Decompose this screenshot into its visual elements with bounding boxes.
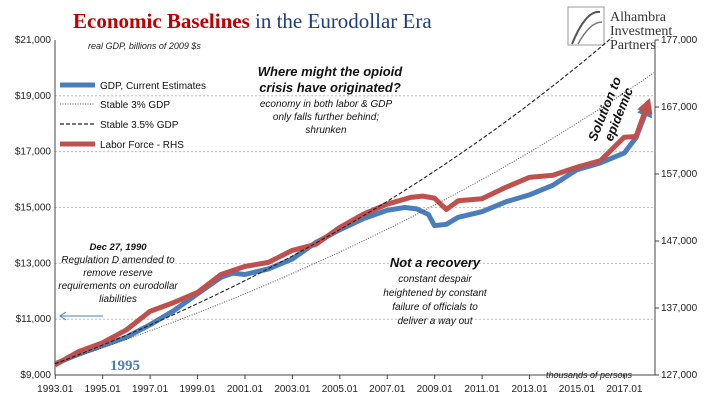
left-annotation-line-2: remove reserve xyxy=(83,268,153,279)
y-left-tick-label: $17,000 xyxy=(15,147,52,158)
series-stable-3-5pct xyxy=(54,36,613,365)
opioid-title-line-2: crisis have originated? xyxy=(259,80,401,95)
series-stable-3pct xyxy=(54,72,655,365)
series-layer xyxy=(53,36,655,368)
x-tick-label: 1995.01 xyxy=(85,384,122,395)
y-right-tick-label: 177,000 xyxy=(661,35,698,46)
y-right-tick-label: 147,000 xyxy=(661,236,698,247)
y-left-tick-label: $11,000 xyxy=(16,314,52,325)
y-right-tick-label: 127,000 xyxy=(661,370,698,381)
recovery-text-line-3: failure of officials to xyxy=(392,302,478,313)
chart-title: Economic Baselines in the Eurodollar Era xyxy=(73,9,432,33)
y-left-tick-label: $13,000 xyxy=(15,258,52,269)
y-right-tick-label: 167,000 xyxy=(661,102,698,113)
recovery-text-line-2: heightened by constant xyxy=(383,288,488,299)
x-tick-label: 2011.01 xyxy=(464,384,500,395)
left-arrow-icon xyxy=(59,311,103,321)
y-left-tick-label: $9,000 xyxy=(20,370,51,381)
opioid-title-line-1: Where might the opioid xyxy=(258,64,403,79)
title-part-2: in the Eurodollar Era xyxy=(250,9,433,33)
y-left-tick-label: $19,000 xyxy=(15,91,52,102)
legend-label-stable3: Stable 3% GDP xyxy=(100,100,170,111)
logo-line-2: Investment xyxy=(610,24,672,39)
y-left-tick-label: $21,000 xyxy=(15,35,52,46)
x-tick-label: 1997.01 xyxy=(132,384,169,395)
x-tick-label: 2005.01 xyxy=(322,384,359,395)
left-annotation-line-4: liabilities xyxy=(99,294,137,305)
left-annotation-date: Dec 27, 1990 xyxy=(89,242,147,253)
x-tick-label: 2009.01 xyxy=(417,384,454,395)
axis-layer: $9,000 $11,000 $13,000 $15,000 $17,000 $19,00… xyxy=(15,35,698,395)
x-tick-label: 2003.01 xyxy=(274,384,311,395)
x-tick-label: 2017.01 xyxy=(606,384,643,395)
legend-label-labor: Labor Force - RHS xyxy=(100,140,184,151)
x-tick-label: 2013.01 xyxy=(511,384,548,395)
thousands-label: thousands of persons xyxy=(546,370,633,380)
y-right-tick-label: 137,000 xyxy=(661,303,698,314)
recovery-text-line-4: deliver a way out xyxy=(397,316,473,327)
y-left-tick-label: $15,000 xyxy=(15,203,52,214)
series-labor-force xyxy=(53,102,651,368)
left-annotation-line-3: requirements on eurodollar xyxy=(58,281,178,292)
x-tick-label: 1999.01 xyxy=(179,384,216,395)
recovery-title: Not a recovery xyxy=(390,255,481,270)
opioid-text-line-2: only falls further behind; xyxy=(273,112,379,123)
series-gdp xyxy=(54,106,651,367)
x-tick-label: 2007.01 xyxy=(369,384,406,395)
left-annotation-line-1: Regulation D amended to xyxy=(61,255,175,266)
logo-line-3: Partners xyxy=(610,38,656,53)
legend: GDP, Current Estimates Stable 3% GDP Sta… xyxy=(60,81,206,151)
chart-subtitle: real GDP, billions of 2009 $s xyxy=(88,41,201,51)
x-tick-label: 2001.01 xyxy=(227,384,264,395)
year-1995-label: 1995 xyxy=(110,358,140,374)
y-right-tick-label: 157,000 xyxy=(661,169,698,180)
alhambra-arch-icon xyxy=(567,6,605,46)
opioid-text-line-3: shrunken xyxy=(305,125,347,136)
recovery-text-line-1: constant despair xyxy=(398,274,472,285)
x-tick-label: 1993.01 xyxy=(37,384,74,395)
logo-line-1: Alhambra xyxy=(610,10,667,25)
opioid-text-line-1: economy in both labor & GDP xyxy=(260,99,393,110)
x-tick-label: 2015.01 xyxy=(559,384,596,395)
legend-label-stable35: Stable 3.5% GDP xyxy=(100,120,179,131)
title-part-1: Economic Baselines xyxy=(73,9,250,33)
legend-label-gdp: GDP, Current Estimates xyxy=(100,81,206,92)
series-labor-force-arrowhead xyxy=(637,98,653,115)
